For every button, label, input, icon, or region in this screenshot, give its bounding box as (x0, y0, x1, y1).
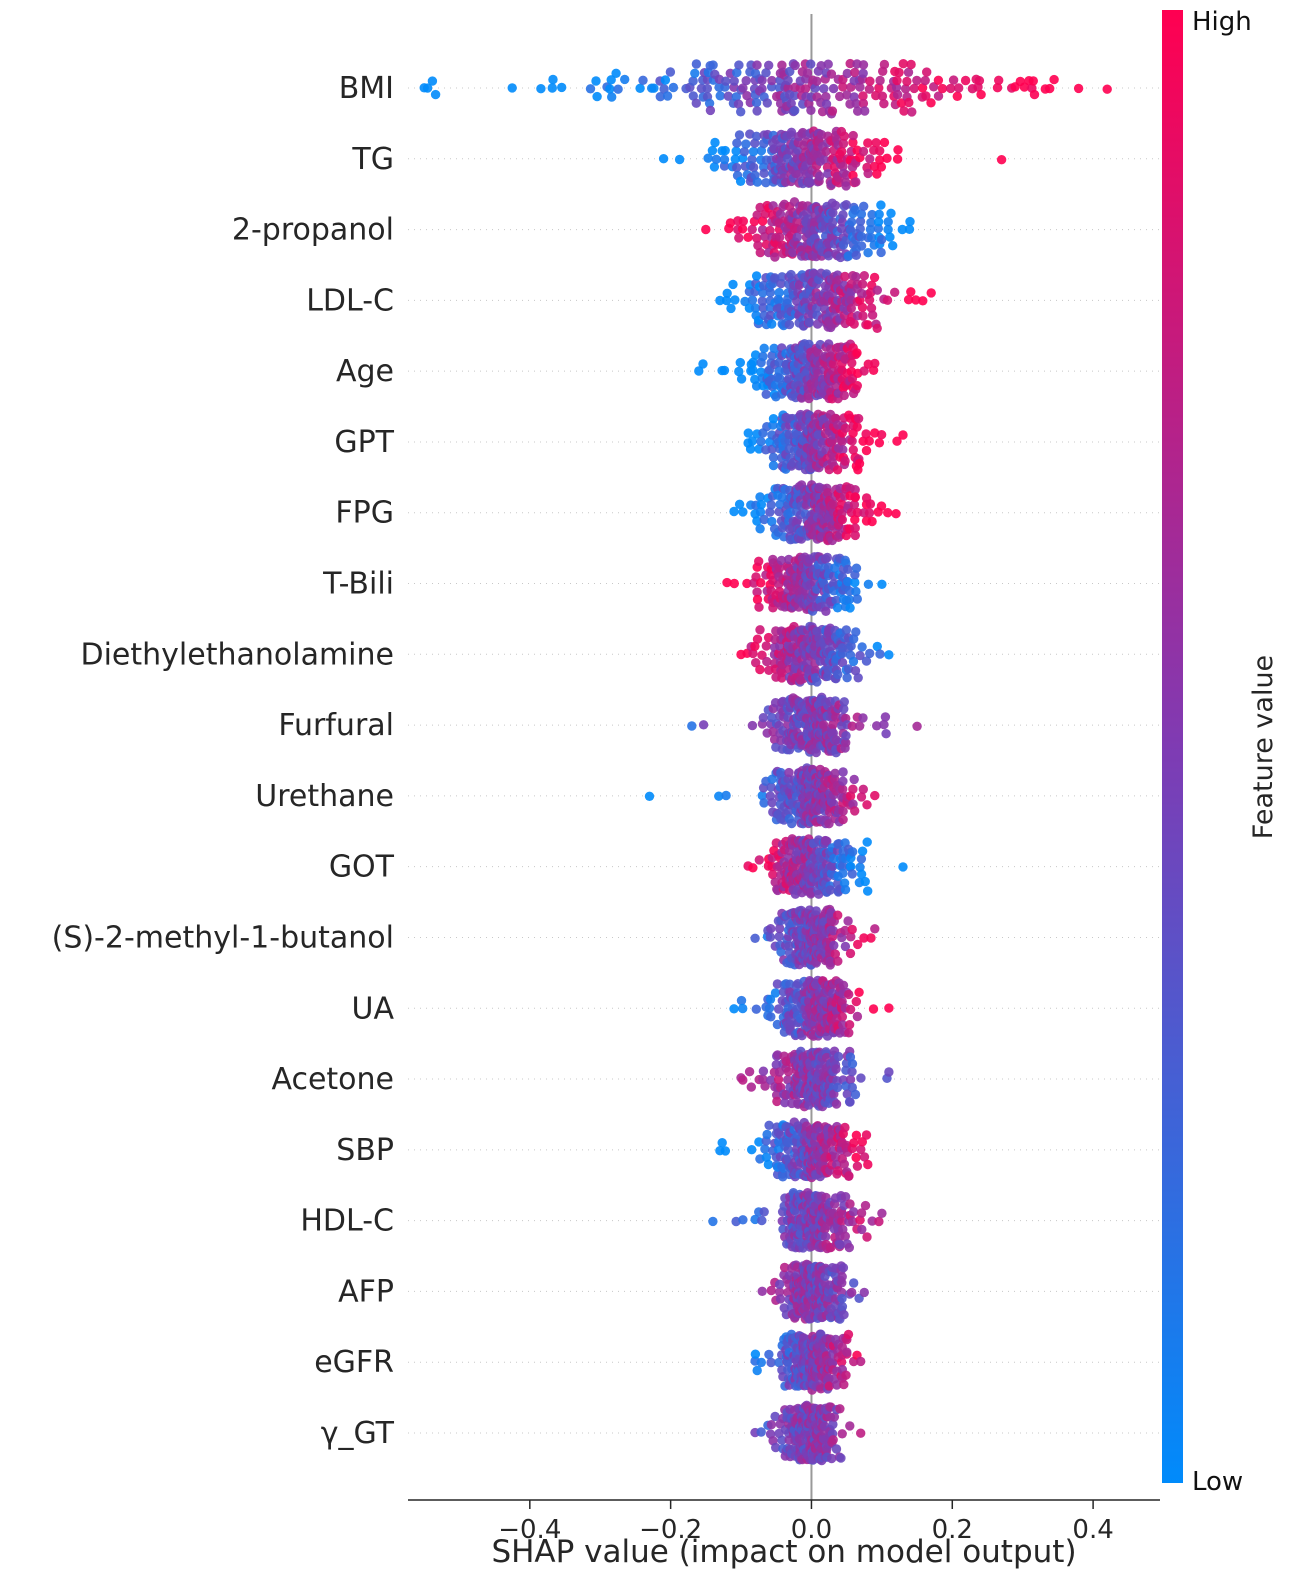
feature-label: LDL-C (306, 283, 394, 318)
feature-row-points (750, 904, 880, 970)
feature-row-points (658, 126, 1007, 191)
colorbar-low-label: Low (1192, 1467, 1243, 1497)
feature-row-points (757, 1259, 869, 1324)
feature-label: GPT (334, 425, 394, 460)
feature-row-points (694, 339, 880, 404)
feature-row-points (743, 409, 908, 475)
feature-label: AFP (338, 1274, 394, 1309)
colorbar (1162, 10, 1183, 1483)
feature-row-points (644, 763, 880, 829)
x-tick-label: 0.2 (932, 1515, 973, 1545)
feature-row-points (687, 692, 922, 758)
feature-label: Diethylethanolamine (81, 637, 395, 672)
feature-label: SBP (336, 1133, 394, 1168)
feature-label: 2-propanol (232, 213, 394, 248)
x-axis: −0.4 −0.2 0.0 0.2 0.4 (408, 1499, 1160, 1545)
colorbar-title: Feature value (1248, 655, 1279, 839)
feature-label: GOT (329, 850, 395, 885)
feature-row-points (708, 1188, 887, 1254)
x-tick-label: −0.4 (498, 1515, 561, 1545)
feature-label: T-Bili (322, 567, 394, 602)
feature-row-points (729, 975, 894, 1041)
feature-labels: BMI TG 2-propanol LDL-C Age GPT FPG T-Bili Dieth… (52, 71, 395, 1451)
feature-label: UA (352, 991, 395, 1026)
feature-row-points (701, 197, 915, 263)
feature-label: (S)-2-methyl-1-butanol (52, 920, 394, 955)
x-axis-title: SHAP value (impact on model output) (491, 1534, 1076, 1570)
feature-label: BMI (339, 71, 394, 106)
feature-label: eGFR (314, 1345, 394, 1380)
feature-label: HDL-C (300, 1204, 394, 1239)
feature-label: FPG (335, 496, 394, 531)
feature-label: TG (351, 142, 394, 177)
feature-row-points (715, 268, 936, 333)
feature-label: γ_GT (321, 1416, 395, 1451)
feature-row-points (736, 1046, 894, 1112)
x-tick-label: 0.0 (791, 1515, 832, 1545)
x-tick-label: −0.2 (639, 1515, 702, 1545)
feature-row-points (736, 621, 894, 687)
colorbar-high-label: High (1192, 7, 1252, 37)
feature-row-points (743, 834, 908, 899)
x-tick-label: 0.4 (1072, 1515, 1113, 1545)
feature-row-points (715, 1117, 873, 1183)
feature-label: Age (336, 354, 394, 389)
feature-label: Acetone (271, 1062, 394, 1097)
feature-label: Furfural (278, 708, 394, 743)
feature-row-points (729, 480, 901, 546)
feature-row-points (419, 58, 1112, 119)
scatter-points (419, 58, 1112, 1466)
feature-row-points (750, 1400, 866, 1466)
feature-row-points (722, 551, 887, 616)
feature-row-points (750, 1329, 866, 1395)
feature-label: Urethane (255, 779, 394, 814)
